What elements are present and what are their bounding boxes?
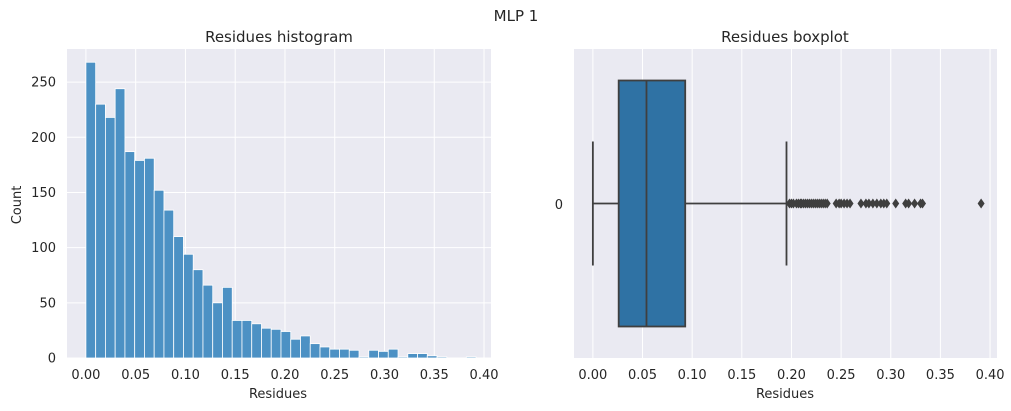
histogram-bars [85,61,477,359]
histogram-bar [202,284,214,359]
boxplot-outlier-point [892,198,900,209]
boxplot-outlier-point [846,198,854,209]
histogram-bar [358,356,370,359]
histogram-bar [319,346,331,359]
boxplot-outliers [785,198,985,209]
boxplot-x-tick-label: 0.35 [926,368,955,383]
histogram-x-ticks: 0.00 0.05 0.10 0.15 0.20 0.25 0.30 0.35 0.40 [71,368,498,383]
histogram-bar [183,253,194,359]
histogram-bar [241,320,253,359]
histogram-x-axis-label: Residues [249,387,307,402]
histogram-bar [300,335,311,359]
histogram-bar [417,353,428,359]
histogram-panel: 0.00 0.05 0.10 0.15 0.20 0.25 0.30 0.35 0.40 0 50… [10,28,499,402]
histogram-x-tick-label: 0.40 [470,368,499,383]
histogram-bar [436,356,448,359]
histogram-x-tick-label: 0.00 [71,368,100,383]
boxplot-panel: 0.00 0.05 0.10 0.15 0.20 0.25 0.30 0.35 0.40 0 R… [555,28,1005,402]
boxplot-outlier-point [873,198,881,209]
histogram-x-tick-label: 0.30 [370,368,399,383]
histogram-bar [173,236,184,359]
boxplot-x-axis-label: Residues [756,387,814,402]
histogram-bar [144,157,155,359]
boxplot-x-tick-label: 0.20 [777,368,806,383]
histogram-bar [105,117,116,359]
histogram-x-tick-label: 0.20 [270,368,299,383]
histogram-bar [348,349,360,359]
boxplot-outlier-point [823,198,831,209]
histogram-x-tick-label: 0.25 [320,368,349,383]
boxplot-x-tick-label: 0.30 [876,368,905,383]
histogram-y-tick-label: 200 [31,131,56,146]
histogram-title: Residues histogram [205,28,353,46]
histogram-y-tick-label: 250 [31,76,56,91]
histogram-bar [261,327,272,359]
histogram-x-tick-label: 0.35 [420,368,449,383]
histogram-bar [339,348,350,359]
histogram-bar [397,356,409,359]
boxplot-x-ticks: 0.00 0.05 0.10 0.15 0.20 0.25 0.30 0.35 0.40 [578,368,1004,383]
boxplot-x-tick-label: 0.00 [578,368,607,383]
boxplot-x-tick-label: 0.15 [727,368,756,383]
histogram-y-tick-label: 0 [48,352,56,367]
histogram-bar [231,320,243,359]
histogram-y-tick-label: 50 [39,296,56,311]
histogram-bar [222,286,233,359]
boxplot-body [591,79,788,328]
histogram-y-tick-label: 100 [31,241,56,256]
histogram-bar [192,269,204,359]
boxplot-outlier-point [869,198,877,209]
histogram-bar [387,348,399,359]
histogram-bar [114,88,126,359]
boxplot-outlier-point [865,198,873,209]
histogram-bar [124,151,136,359]
boxplot-title: Residues boxplot [721,28,849,46]
figure-suptitle: MLP 1 [494,7,539,25]
histogram-y-tick-label: 150 [31,186,56,201]
boxplot-outlier-point [905,198,913,209]
histogram-bar [85,61,97,359]
histogram-y-axis-label: Count [10,186,25,225]
histogram-bar [251,323,262,359]
boxplot-outlier-point [857,198,865,209]
boxplot-x-tick-label: 0.25 [827,368,856,383]
histogram-x-tick-label: 0.10 [171,368,200,383]
histogram-bar [270,328,282,359]
boxplot-category-label: 0 [555,198,563,213]
histogram-bar [407,353,418,359]
histogram-bar [465,356,477,359]
histogram-bar [378,350,389,359]
histogram-bar [134,160,145,359]
histogram-bar [95,103,106,359]
histogram-y-ticks: 0 50 100 150 200 250 [31,76,56,367]
histogram-x-tick-label: 0.05 [121,368,150,383]
histogram-bar [163,209,175,359]
histogram-bar [426,355,438,359]
histogram-bar [212,302,223,359]
histogram-bar [290,338,301,359]
histogram-bar [329,348,340,359]
boxplot-x-tick-label: 0.05 [628,368,657,383]
boxplot-outlier-point [977,198,985,209]
boxplot-outlier-point [883,198,891,209]
boxplot-outlier-point [919,198,927,209]
boxplot-x-tick-label: 0.40 [976,368,1005,383]
histogram-x-tick-label: 0.15 [221,368,250,383]
boxplot-box [617,79,687,328]
boxplot-outlier-point [911,198,919,209]
histogram-bar [153,189,165,359]
histogram-bar [368,349,379,359]
boxplot-x-tick-label: 0.10 [678,368,707,383]
histogram-bar [309,343,321,359]
histogram-bar [280,331,292,359]
